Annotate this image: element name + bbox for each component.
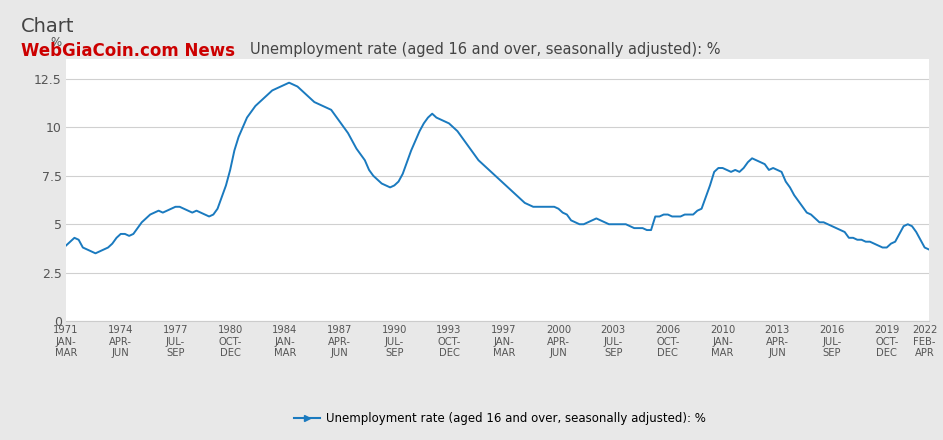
Legend: Unemployment rate (aged 16 and over, seasonally adjusted): %: Unemployment rate (aged 16 and over, sea… — [290, 407, 710, 430]
Text: %: % — [51, 36, 61, 49]
Text: Unemployment rate (aged 16 and over, seasonally adjusted): %: Unemployment rate (aged 16 and over, sea… — [250, 42, 720, 57]
Text: WebGiaCoin.com News: WebGiaCoin.com News — [21, 42, 235, 59]
Text: Chart: Chart — [21, 17, 74, 36]
